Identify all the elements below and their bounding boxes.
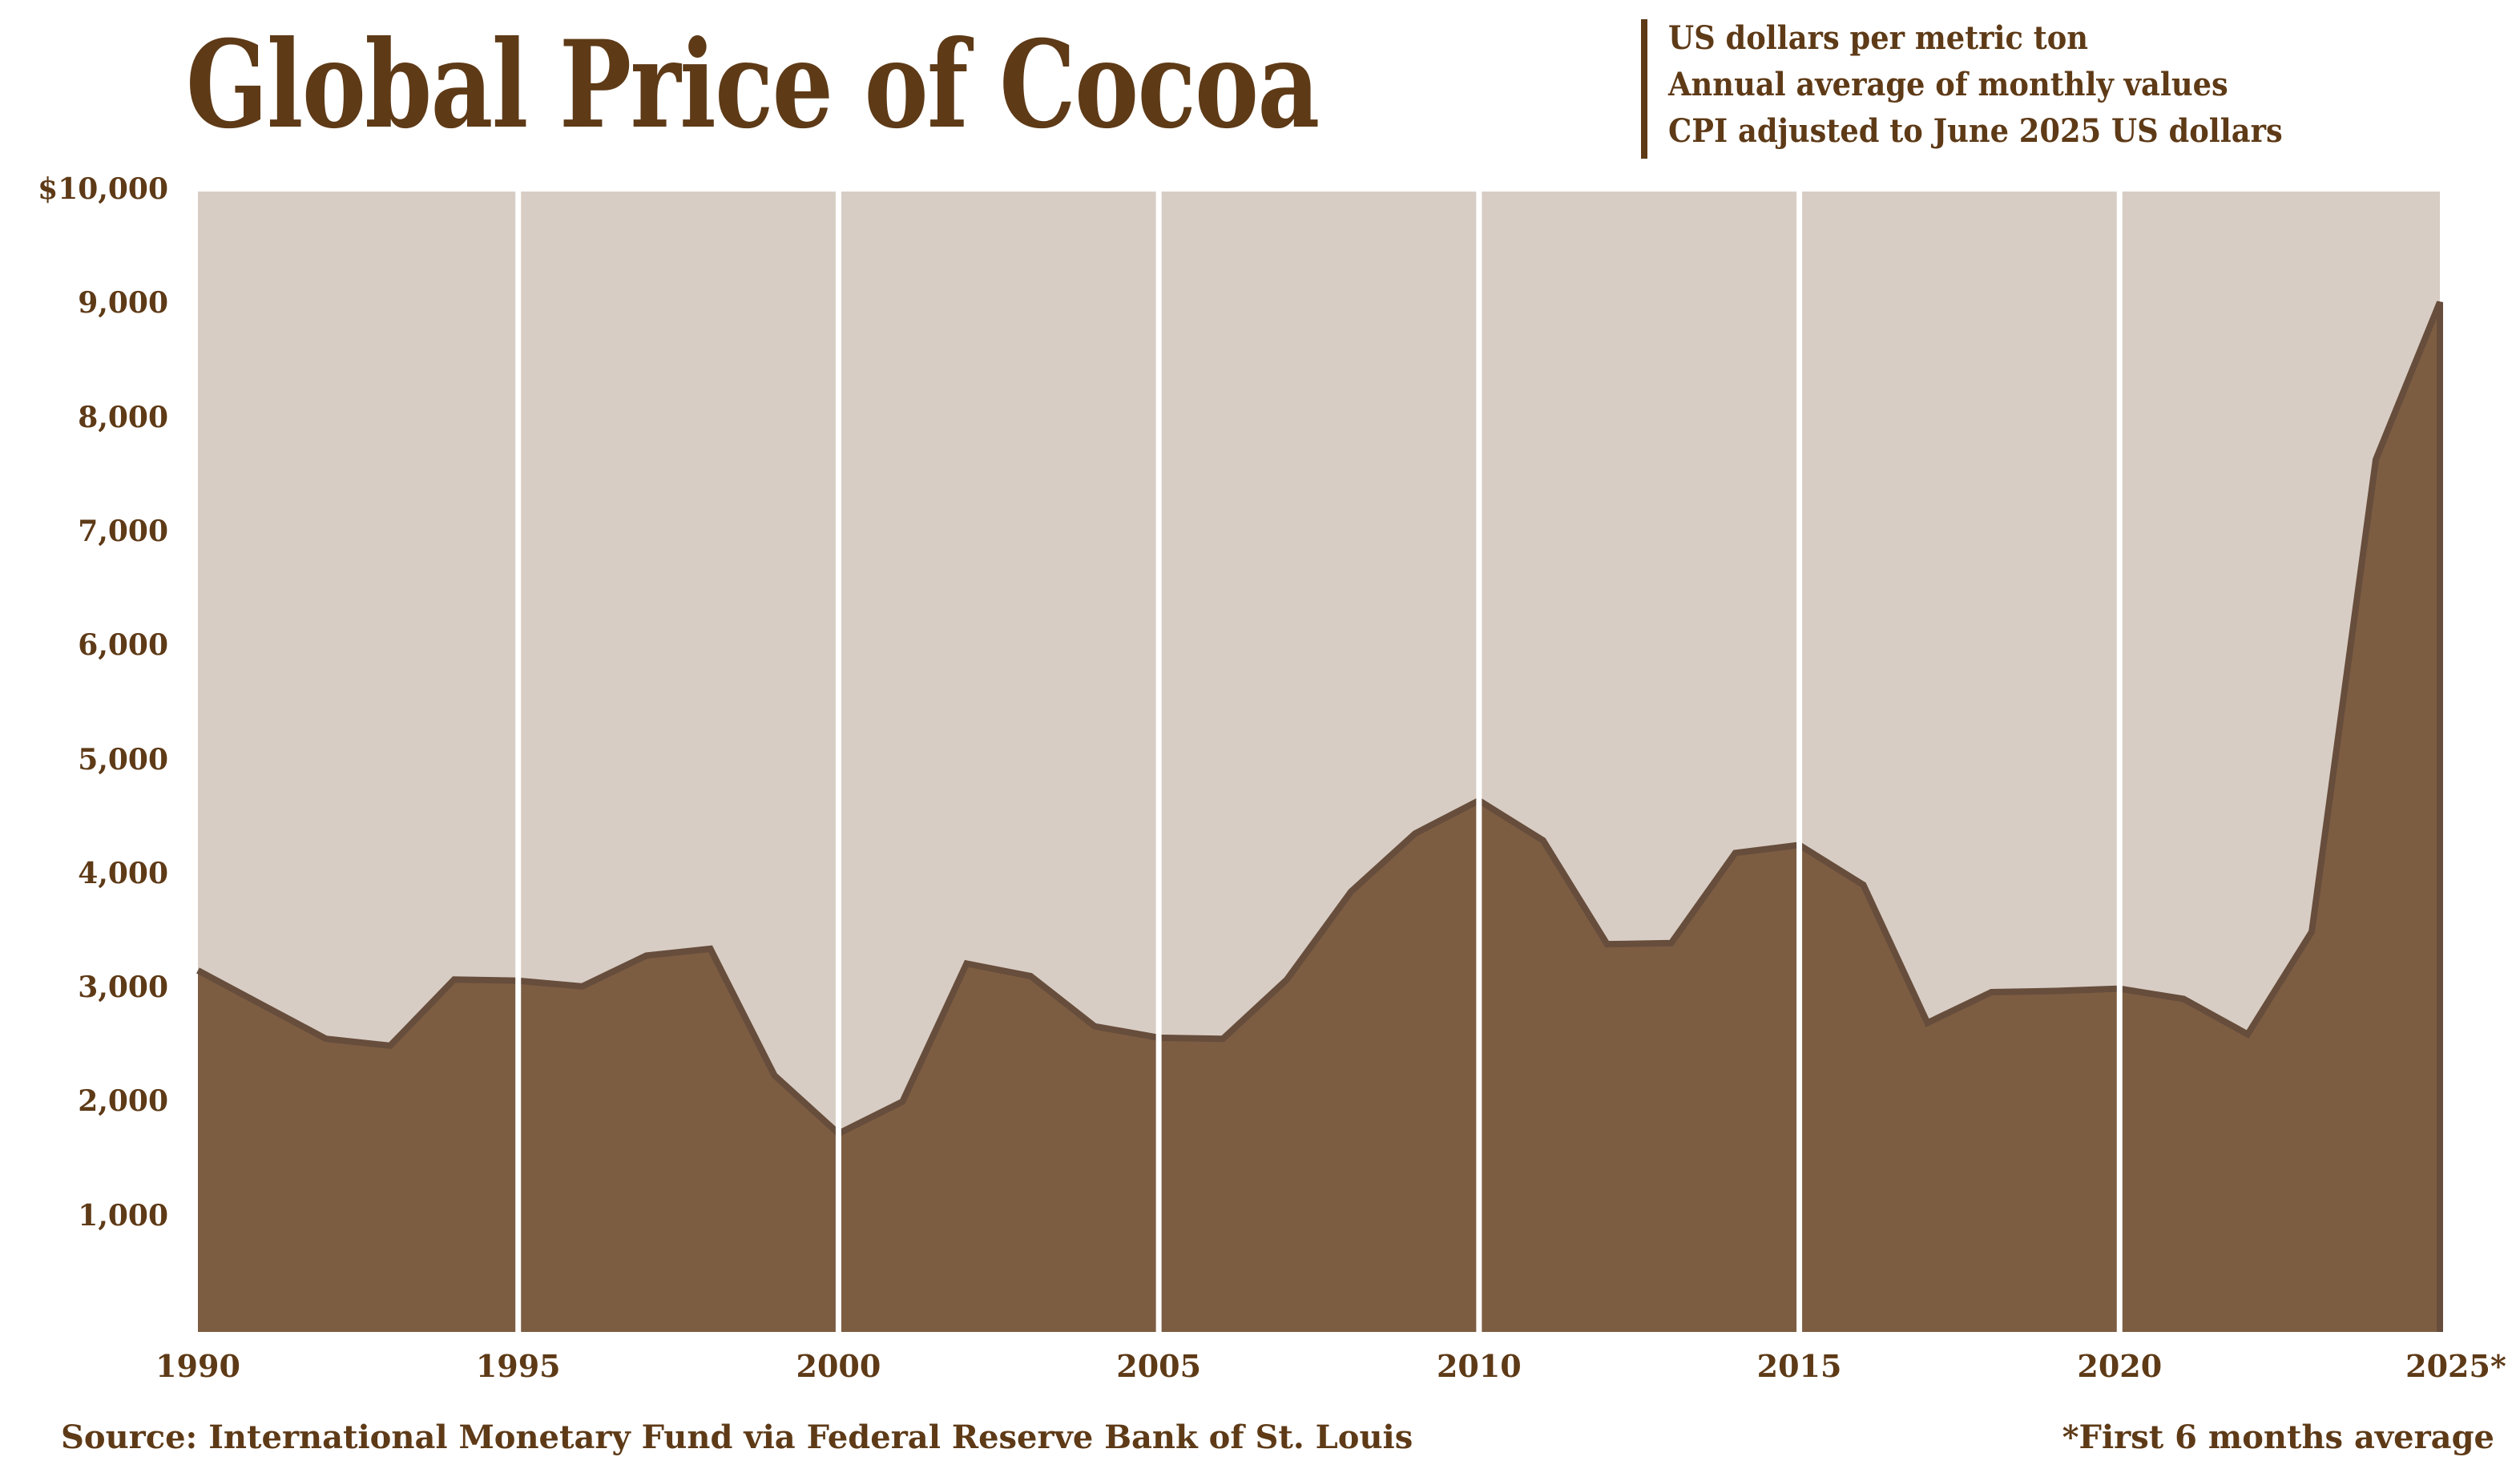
x-tick-label: 2010 — [1436, 1348, 1522, 1384]
y-tick-label: 7,000 — [78, 514, 168, 548]
subtitle-units: US dollars per metric ton — [1668, 19, 2089, 57]
y-tick-label: 1,000 — [78, 1198, 168, 1233]
x-tick-label: 2005 — [1116, 1348, 1202, 1384]
x-tick-label: 2025* — [2405, 1348, 2506, 1384]
source-note: Source: International Monetary Fund via … — [61, 1418, 1413, 1456]
y-tick-label: 4,000 — [78, 856, 168, 890]
chart-title: Global Price of Cocoa — [186, 14, 1320, 155]
y-tick-label: 8,000 — [78, 400, 168, 434]
x-tick-label: 2015 — [1756, 1348, 1842, 1384]
y-tick-label: 9,000 — [78, 286, 168, 321]
y-tick-label: 2,000 — [78, 1084, 168, 1119]
title-divider — [1641, 19, 1647, 159]
y-tick-label: 5,000 — [78, 742, 168, 777]
price-area — [198, 302, 2440, 1332]
y-tick-label: 6,000 — [78, 628, 168, 663]
x-tick-label: 1995 — [475, 1348, 561, 1384]
y-tick-label: $10,000 — [38, 172, 168, 206]
x-tick-label: 1990 — [155, 1348, 240, 1384]
x-tick-label: 2000 — [796, 1348, 881, 1384]
x-tick-label: 2020 — [2077, 1348, 2163, 1384]
subtitle-method: Annual average of monthly values — [1668, 66, 2228, 103]
footnote: *First 6 months average — [2062, 1418, 2494, 1456]
y-tick-label: 3,000 — [78, 971, 168, 1005]
subtitle-cpi: CPI adjusted to June 2025 US dollars — [1668, 112, 2283, 150]
